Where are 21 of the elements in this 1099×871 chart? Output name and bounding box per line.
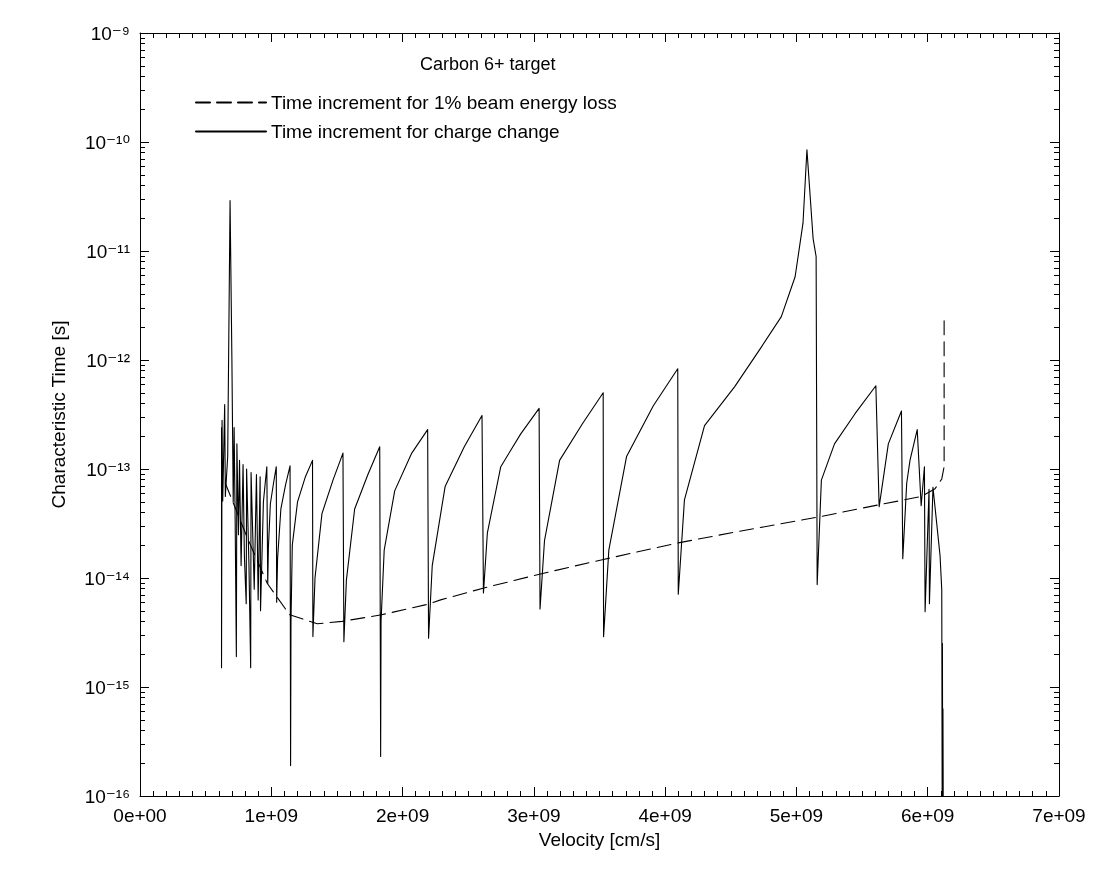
y-tick-label: 10⁻¹³: [86, 458, 130, 480]
y-tick-label: 10⁻¹⁴: [84, 567, 130, 589]
y-tick-label: 10⁻¹²: [86, 349, 130, 371]
y-axis-title: Characteristic Time [s]: [48, 320, 69, 509]
x-axis-title: Velocity [cm/s]: [538, 829, 661, 850]
x-tick-label: 3e+09: [507, 805, 561, 826]
y-tick-label: 10⁻⁹: [90, 22, 130, 44]
y-tick-label: 10⁻¹⁵: [84, 676, 130, 698]
x-tick-label: 6e+09: [901, 805, 955, 826]
legend-label: Time increment for charge change: [271, 121, 560, 142]
legend-title: Carbon 6+ target: [420, 54, 556, 74]
legend-label: Time increment for 1% beam energy loss: [271, 92, 617, 113]
y-tick-label: 10⁻¹⁶: [84, 785, 130, 807]
y-tick-label: 10⁻¹¹: [86, 240, 130, 262]
x-tick-label: 1e+09: [244, 805, 298, 826]
x-tick-label: 2e+09: [375, 805, 430, 826]
x-tick-label: 4e+09: [638, 805, 692, 826]
x-tick-label: 7e+09: [1032, 805, 1086, 826]
x-tick-label: 5e+09: [769, 805, 824, 826]
y-tick-label: 10⁻¹⁰: [84, 131, 130, 153]
x-tick-label: 0e+00: [113, 805, 167, 826]
